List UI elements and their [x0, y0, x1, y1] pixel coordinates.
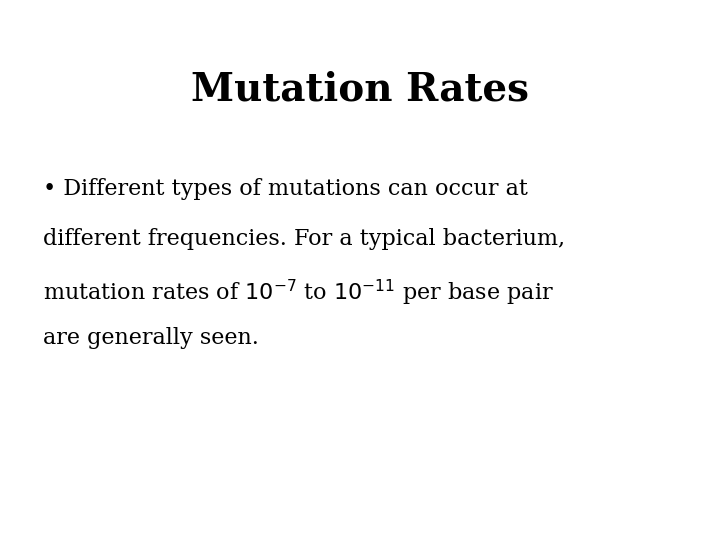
Text: • Different types of mutations can occur at: • Different types of mutations can occur… [43, 178, 528, 200]
Text: mutation rates of $10^{-7}$ to $10^{-11}$ per base pair: mutation rates of $10^{-7}$ to $10^{-11}… [43, 278, 554, 308]
Text: different frequencies. For a typical bacterium,: different frequencies. For a typical bac… [43, 228, 565, 250]
Text: Mutation Rates: Mutation Rates [191, 70, 529, 108]
Text: are generally seen.: are generally seen. [43, 327, 259, 349]
